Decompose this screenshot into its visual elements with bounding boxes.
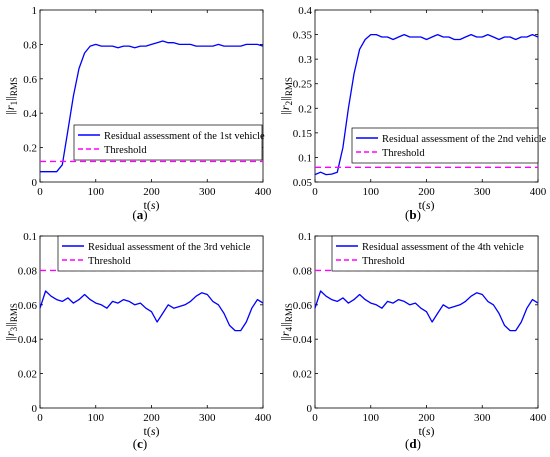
x-tick-label: 300 (199, 412, 216, 424)
y-tick-label: 0.02 (293, 369, 312, 381)
y-tick-label: 0.25 (293, 79, 313, 91)
x-tick-label: 100 (88, 412, 105, 424)
legend: Residual assessment of the 2nd vehicle Th… (351, 127, 547, 164)
residual-series-line (40, 40, 264, 173)
y-axis-label: ||r4||RMS (278, 303, 294, 341)
y-axis-label: ||r2||RMS (278, 77, 294, 115)
legend-box (73, 124, 263, 161)
x-tick-label: 100 (363, 186, 380, 198)
y-axis-label: ||r1||RMS (3, 77, 19, 115)
y-tick-label: 0.15 (293, 128, 313, 140)
y-tick-label: 0.08 (18, 265, 38, 277)
legend-entry: Residual assessment of the 1st vehicle (104, 131, 265, 142)
panel-caption: (a) (132, 207, 147, 222)
x-axis-label: t(s) (143, 198, 159, 212)
y-tick-label: 0.2 (298, 103, 312, 115)
y-tick-label: 0.06 (18, 300, 38, 312)
y-tick-label: 0.04 (18, 334, 38, 346)
chart-panel-4: 0 100 200 300 400 0 0.02 0.04 0.06 0.08 0.1 Residua… (278, 231, 547, 451)
legend: Residual assessment of the 4th vehicle Th… (331, 235, 539, 272)
chart-panel-1: 0 100 200 300 400 0 0.2 0.4 0.6 0.8 1 Residual asse… (3, 5, 272, 222)
x-tick-label: 0 (37, 412, 43, 424)
chart-panel-2: 0 100 200 300 400 0.05 0.1 0.15 0.2 0.25 0.3 0.35 0.… (278, 5, 547, 222)
y-tick-label: 0.1 (298, 231, 312, 243)
x-tick-label: 200 (418, 412, 435, 424)
legend-entry: Threshold (362, 256, 405, 267)
x-axis-label: t(s) (418, 424, 434, 438)
x-tick-label: 0 (312, 186, 318, 198)
x-tick-label: 200 (143, 412, 160, 424)
y-tick-label: 0.3 (298, 54, 312, 66)
y-tick-label: 0.8 (23, 39, 37, 51)
y-tick-label: 0.02 (18, 369, 37, 381)
panel-caption: (c) (133, 436, 147, 451)
legend-entry: Threshold (88, 256, 131, 267)
x-tick-label: 300 (474, 412, 491, 424)
y-axis-label: ||r3||RMS (3, 303, 19, 341)
legend-box (331, 235, 539, 272)
y-tick-label: 0.2 (23, 143, 37, 155)
legend-entry: Threshold (104, 145, 147, 156)
y-tick-label: 1 (32, 5, 38, 17)
x-tick-label: 300 (474, 186, 491, 198)
x-tick-label: 200 (143, 186, 160, 198)
x-tick-label: 400 (255, 412, 272, 424)
x-tick-label: 100 (88, 186, 105, 198)
y-tick-label: 0.35 (293, 30, 313, 42)
legend-entry: Residual assessment of the 3rd vehicle (88, 242, 251, 253)
x-tick-label: 400 (530, 186, 547, 198)
legend-entry: Residual assessment of the 4th vehicle (362, 242, 524, 253)
y-tick-label: 0.6 (23, 74, 37, 86)
y-tick-label: 0.04 (293, 334, 313, 346)
x-tick-label: 0 (37, 186, 43, 198)
y-tick-label: 0.08 (293, 265, 313, 277)
legend: Residual assessment of the 3rd vehicle Th… (57, 235, 264, 272)
residual-series-line (39, 290, 264, 332)
x-tick-label: 100 (363, 412, 380, 424)
x-axis-label: t(s) (418, 198, 434, 212)
legend: Residual assessment of the 1st vehicle Th… (73, 124, 265, 161)
x-tick-label: 200 (418, 186, 435, 198)
y-tick-label: 0.1 (23, 231, 37, 243)
y-tick-label: 0.4 (298, 5, 312, 17)
x-axis-label: t(s) (143, 424, 159, 438)
residual-series-line (314, 290, 539, 332)
legend-entry: Threshold (382, 148, 425, 159)
y-tick-label: 0.4 (23, 108, 37, 120)
residual-series-line (314, 33, 539, 176)
y-tick-label: 0.06 (293, 300, 313, 312)
panel-caption: (d) (405, 436, 421, 451)
y-tick-label: 0 (32, 403, 38, 415)
x-tick-label: 0 (312, 412, 318, 424)
legend-box (351, 127, 539, 164)
y-tick-label: 0.05 (293, 177, 313, 189)
x-tick-label: 400 (255, 186, 272, 198)
y-tick-label: 0 (307, 403, 313, 415)
legend-box (57, 235, 264, 272)
legend-entry: Residual assessment of the 2nd vehicle (382, 134, 547, 145)
panel-caption: (b) (405, 207, 421, 222)
x-tick-label: 300 (199, 186, 216, 198)
chart-panel-3: 0 100 200 300 400 0 0.02 0.04 0.06 0.08 0.1 Residua… (3, 231, 272, 451)
y-tick-label: 0 (32, 177, 38, 189)
y-tick-label: 0.1 (298, 152, 312, 164)
x-tick-label: 400 (530, 412, 547, 424)
